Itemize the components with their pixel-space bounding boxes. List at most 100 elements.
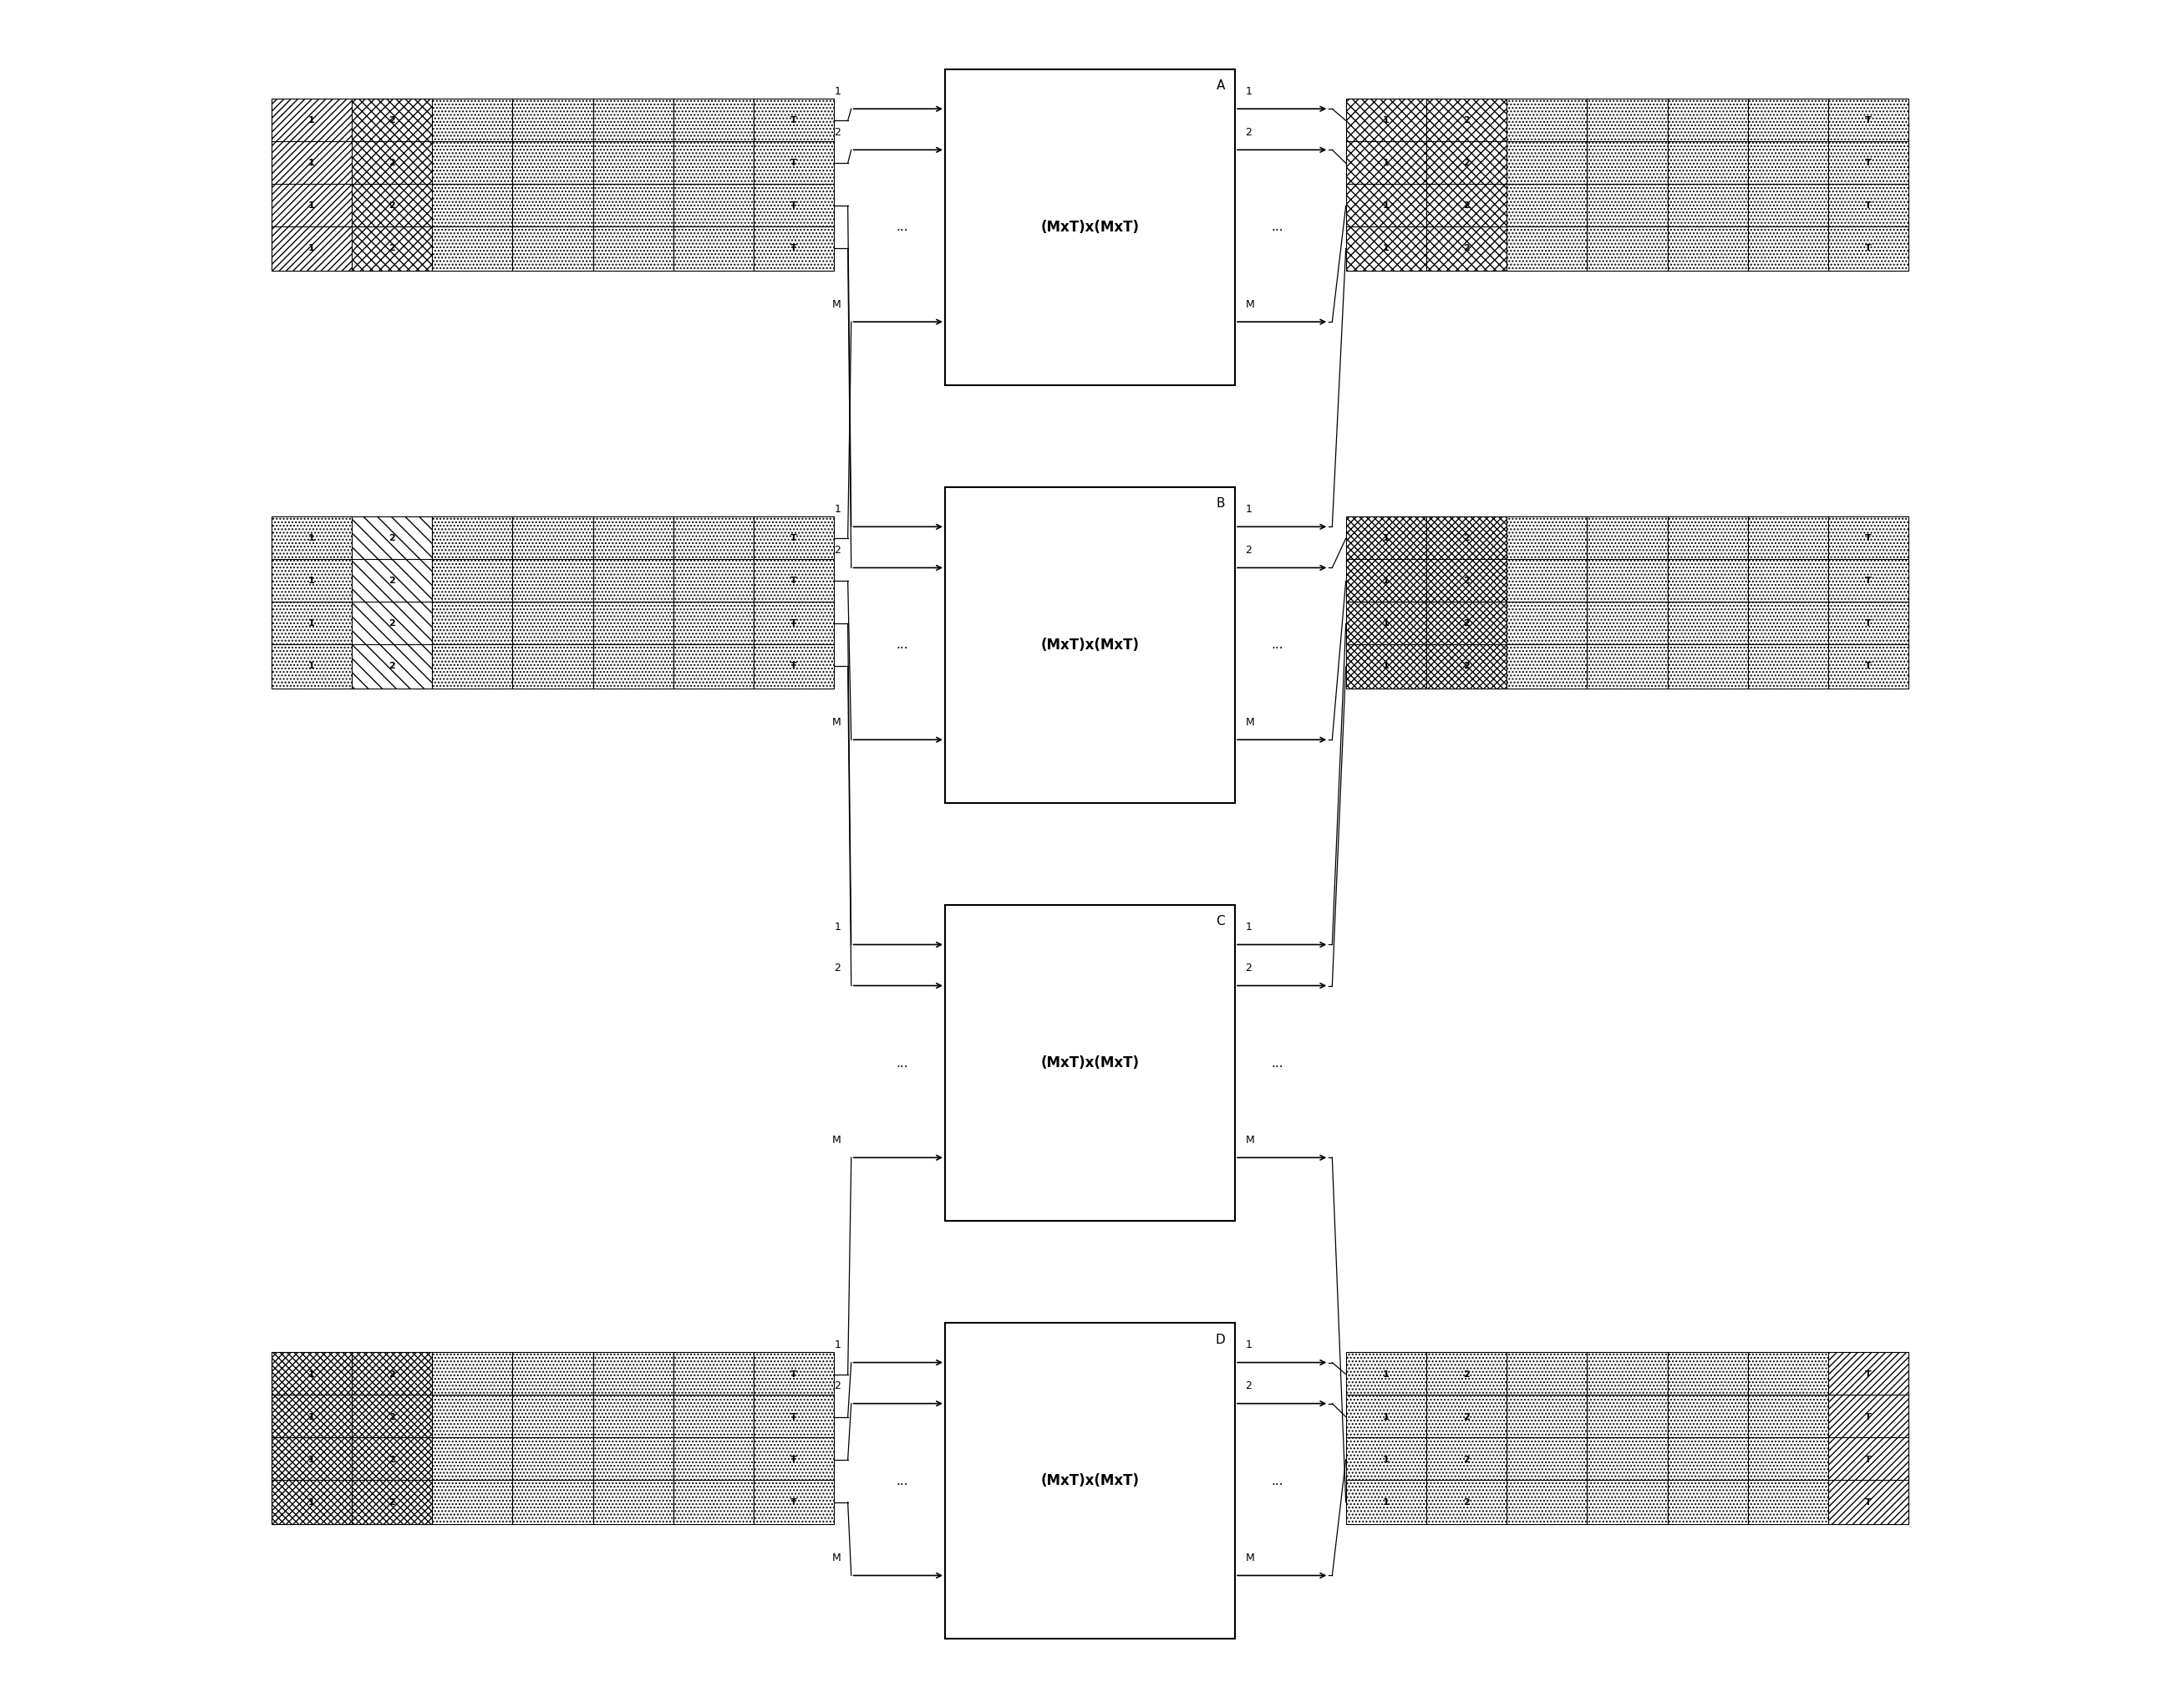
Bar xyxy=(674,1481,754,1524)
Bar xyxy=(1345,227,1426,270)
Text: ...: ... xyxy=(896,1057,909,1069)
Bar xyxy=(1426,1438,1506,1481)
Bar xyxy=(270,644,351,688)
Bar xyxy=(512,1481,593,1524)
Text: (MxT)x(MxT): (MxT)x(MxT) xyxy=(1040,637,1140,652)
Text: T: T xyxy=(791,202,798,210)
Text: 1: 1 xyxy=(1382,202,1389,210)
Text: ...: ... xyxy=(1271,220,1284,234)
Bar xyxy=(674,184,754,227)
Bar xyxy=(1748,1395,1829,1440)
Bar xyxy=(512,1395,593,1440)
Text: M: M xyxy=(1245,1134,1253,1146)
Text: 2: 2 xyxy=(1463,1455,1469,1464)
Bar xyxy=(512,644,593,688)
Bar xyxy=(674,559,754,603)
Text: 1: 1 xyxy=(307,244,314,253)
Bar xyxy=(754,516,835,560)
Text: 1: 1 xyxy=(835,922,841,933)
Bar xyxy=(1587,1438,1668,1481)
Bar xyxy=(593,227,674,270)
Text: B: B xyxy=(1216,497,1225,511)
Bar xyxy=(1506,601,1587,646)
Bar xyxy=(593,559,674,603)
Bar xyxy=(754,601,835,646)
Bar xyxy=(512,227,593,270)
Bar xyxy=(1506,227,1587,270)
Text: 2: 2 xyxy=(1463,1413,1469,1421)
Text: T: T xyxy=(791,159,798,167)
Bar xyxy=(432,1438,512,1481)
Bar xyxy=(351,142,432,186)
Text: 2: 2 xyxy=(835,1380,841,1392)
Bar xyxy=(1506,1481,1587,1524)
Text: 2: 2 xyxy=(1245,545,1251,555)
Text: (MxT)x(MxT): (MxT)x(MxT) xyxy=(1040,1474,1140,1488)
Bar xyxy=(1587,516,1668,560)
Bar xyxy=(270,516,351,560)
Bar xyxy=(270,1353,351,1397)
Bar xyxy=(593,99,674,143)
Bar xyxy=(593,644,674,688)
Bar xyxy=(1748,227,1829,270)
Text: ...: ... xyxy=(896,1474,909,1488)
Bar xyxy=(1587,1353,1668,1397)
Text: 1: 1 xyxy=(1382,159,1389,167)
Text: 2: 2 xyxy=(1463,535,1469,543)
Bar xyxy=(432,99,512,143)
Text: 2: 2 xyxy=(388,202,395,210)
Text: 1: 1 xyxy=(835,85,841,97)
Text: T: T xyxy=(1866,1498,1873,1506)
Bar xyxy=(1506,184,1587,227)
Bar xyxy=(1668,516,1748,560)
Text: T: T xyxy=(791,1413,798,1421)
Bar xyxy=(1506,1438,1587,1481)
Text: 1: 1 xyxy=(1382,620,1389,629)
Bar xyxy=(270,142,351,186)
Bar xyxy=(1426,1481,1506,1524)
Text: 1: 1 xyxy=(307,1498,314,1506)
Text: 1: 1 xyxy=(835,504,841,514)
Bar xyxy=(754,1353,835,1397)
Text: T: T xyxy=(1866,577,1873,586)
Bar xyxy=(1748,1438,1829,1481)
Text: 1: 1 xyxy=(307,1455,314,1464)
Text: 2: 2 xyxy=(1245,126,1251,138)
Bar xyxy=(270,1395,351,1440)
Bar xyxy=(1345,184,1426,227)
Text: 2: 2 xyxy=(1463,1498,1469,1506)
Bar xyxy=(432,1395,512,1440)
Text: 2: 2 xyxy=(835,126,841,138)
Bar xyxy=(1506,1353,1587,1397)
Bar xyxy=(944,1324,1236,1638)
Bar xyxy=(1587,1481,1668,1524)
Bar xyxy=(351,559,432,603)
Text: 2: 2 xyxy=(388,244,395,253)
Text: 1: 1 xyxy=(307,1370,314,1378)
Bar xyxy=(1506,99,1587,143)
Bar xyxy=(1748,1353,1829,1397)
Bar xyxy=(1829,1353,1910,1397)
Bar xyxy=(1829,1438,1910,1481)
Bar xyxy=(432,516,512,560)
Bar xyxy=(754,1481,835,1524)
Text: M: M xyxy=(1245,299,1253,309)
Bar xyxy=(754,184,835,227)
Text: ...: ... xyxy=(1271,1474,1284,1488)
Text: T: T xyxy=(1866,620,1873,629)
Bar xyxy=(944,487,1236,803)
Text: M: M xyxy=(833,1134,841,1146)
Text: 2: 2 xyxy=(388,1413,395,1421)
Text: 2: 2 xyxy=(835,963,841,974)
Text: T: T xyxy=(1866,244,1873,253)
Bar xyxy=(674,516,754,560)
Bar xyxy=(1345,1395,1426,1440)
Bar xyxy=(512,99,593,143)
Text: 2: 2 xyxy=(1463,663,1469,671)
Bar xyxy=(1668,142,1748,186)
Bar xyxy=(512,142,593,186)
Bar xyxy=(432,227,512,270)
Bar xyxy=(1668,1481,1748,1524)
Text: D: D xyxy=(1214,1334,1225,1346)
Text: 2: 2 xyxy=(388,1498,395,1506)
